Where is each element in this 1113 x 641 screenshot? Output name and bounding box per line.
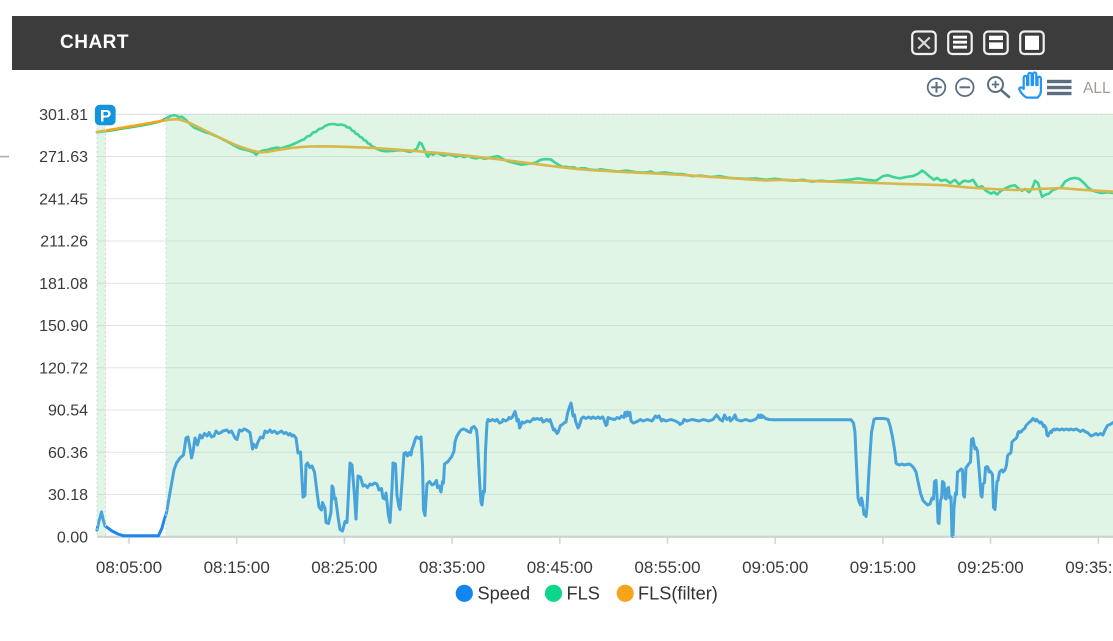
svg-text:FLS(filter): FLS(filter)	[638, 584, 718, 604]
svg-text:09:15:00: 09:15:00	[850, 558, 916, 577]
svg-text:211.26: 211.26	[40, 234, 88, 251]
svg-text:150.90: 150.90	[39, 318, 88, 335]
svg-text:0.00: 0.00	[57, 529, 88, 546]
svg-text:08:35:00: 08:35:00	[419, 558, 485, 577]
svg-text:FLS: FLS	[567, 584, 600, 604]
svg-text:08:55:00: 08:55:00	[634, 558, 700, 577]
svg-text:271.63: 271.63	[39, 149, 88, 166]
svg-text:ALL: ALL	[1083, 80, 1111, 97]
svg-text:08:45:00: 08:45:00	[527, 558, 593, 577]
svg-text:08:05:00: 08:05:00	[96, 558, 162, 577]
svg-text:120.72: 120.72	[39, 360, 88, 377]
svg-text:301.81: 301.81	[39, 107, 88, 124]
svg-text:60.36: 60.36	[48, 445, 88, 462]
svg-text:P: P	[100, 107, 111, 126]
svg-text:09:05:00: 09:05:00	[742, 558, 808, 577]
svg-text:08:15:00: 08:15:00	[204, 558, 270, 577]
svg-text:08:25:00: 08:25:00	[311, 558, 377, 577]
svg-text:09:25:00: 09:25:00	[958, 558, 1024, 577]
svg-text:181.08: 181.08	[39, 276, 88, 293]
svg-text:30.18: 30.18	[48, 487, 88, 504]
svg-text:Speed: Speed	[478, 584, 531, 604]
svg-text:90.54: 90.54	[48, 403, 88, 420]
svg-text:241.45: 241.45	[39, 191, 88, 208]
svg-text:09:35:00: 09:35:00	[1065, 558, 1113, 577]
